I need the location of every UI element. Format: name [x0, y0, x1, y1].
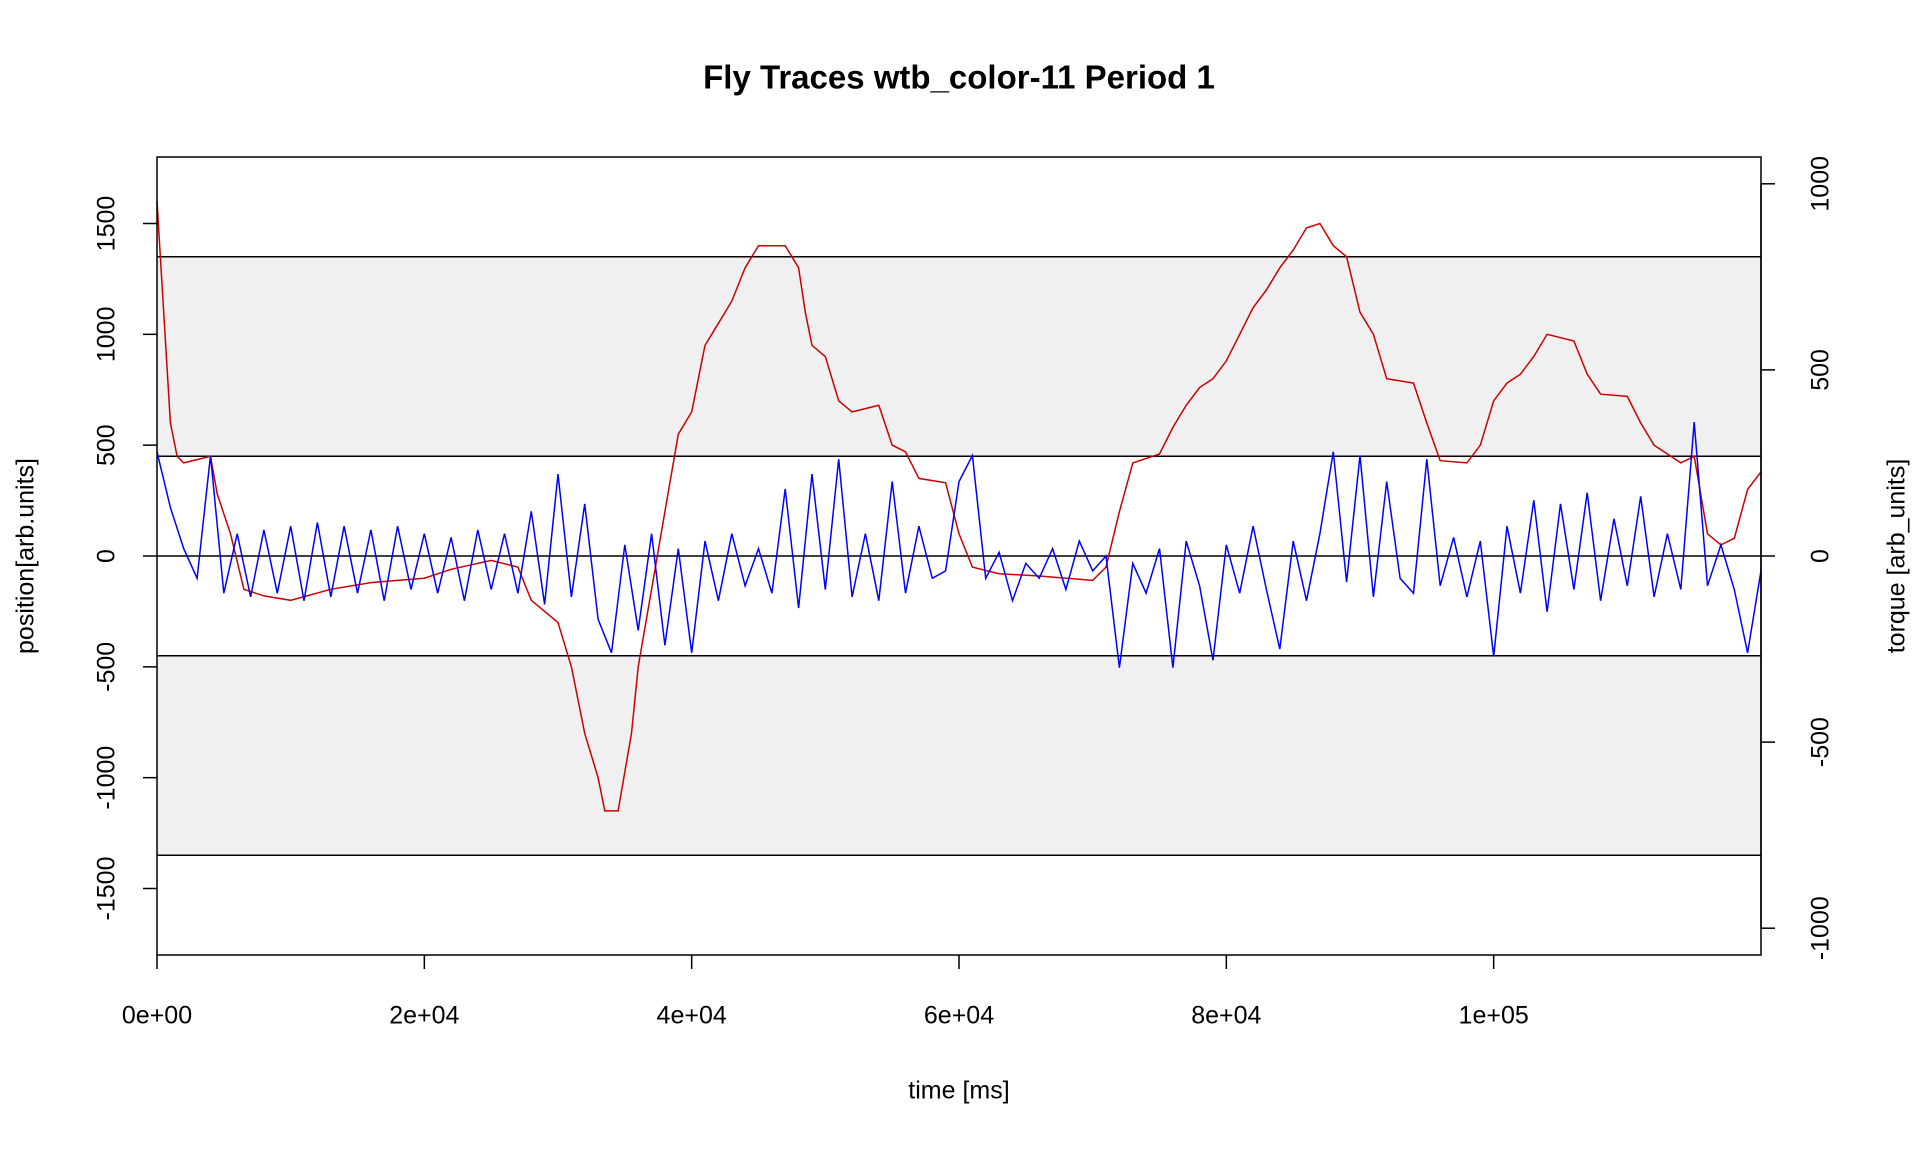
x-tick-label: 6e+04 [924, 1002, 994, 1030]
y2-tick-label: 0 [1807, 549, 1835, 563]
x-axis-label: time [ms] [908, 1077, 1009, 1105]
chart-title: Fly Traces wtb_color-11 Period 1 [703, 59, 1215, 96]
x-tick-label: 2e+04 [389, 1002, 459, 1030]
y-tick-label: 500 [93, 424, 121, 466]
y-tick-label: -1000 [93, 746, 121, 810]
y-tick-label: 1500 [93, 196, 121, 252]
x-tick-label: 1e+05 [1459, 1002, 1529, 1030]
y2-tick-label: -500 [1807, 717, 1835, 767]
x-tick-label: 0e+00 [122, 1002, 192, 1030]
x-tick-label: 8e+04 [1191, 1002, 1261, 1030]
line [156, 421, 1762, 668]
y-tick-label: 0 [93, 549, 121, 563]
y2-axis-label: torque [arb_units] [1883, 459, 1911, 654]
y2-tick-label: -1000 [1807, 896, 1835, 960]
y-tick-label: -1500 [93, 857, 121, 921]
y-axis-label: position[arb.units] [12, 458, 40, 654]
y-tick-label: -500 [93, 642, 121, 692]
y2-tick-label: 1000 [1807, 156, 1835, 212]
y-tick-label: 1000 [93, 307, 121, 363]
band [157, 655, 1761, 856]
band [157, 256, 1761, 457]
y2-tick-label: 500 [1807, 349, 1835, 391]
line [156, 201, 1762, 812]
x-tick-label: 4e+04 [657, 1002, 727, 1030]
